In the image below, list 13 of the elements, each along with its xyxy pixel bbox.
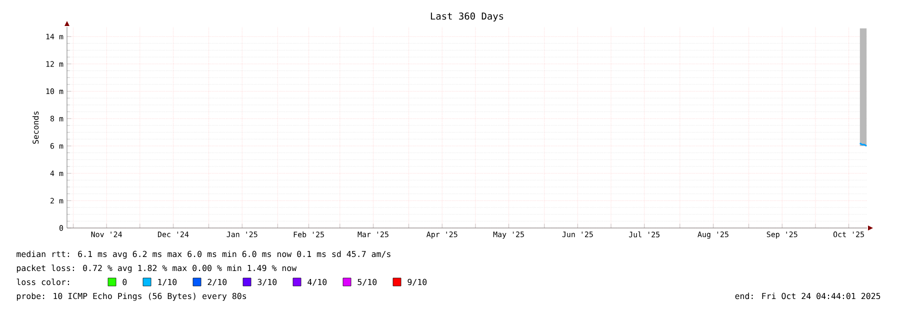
text: probe: 10 ICMP Echo Pings (56 Bytes) every 80s (16, 292, 246, 301)
legend-label: 5/10 (358, 278, 377, 286)
legend-label: 2/10 (208, 278, 227, 286)
legend-label: 0 (122, 278, 127, 286)
text: median rtt: 6.1 ms avg 6.2 ms max 6.0 ms min 6.0 ms now 0.1 ms sd 45.7 am/s (16, 250, 390, 259)
legend-label: 3/10 (258, 278, 277, 286)
text: loss color: (16, 278, 69, 286)
text: end: Fri Oct 24 04:44:01 2025 (735, 292, 880, 300)
legend-label: 9/10 (408, 278, 427, 286)
chart-title: Last 360 Days (430, 12, 504, 22)
legend-label: 4/10 (308, 278, 327, 286)
legend-label: 1/10 (158, 278, 177, 286)
text: packet loss: 0.72 % avg 1.82 % max 0.00 % min 1.49 % now (16, 264, 297, 273)
